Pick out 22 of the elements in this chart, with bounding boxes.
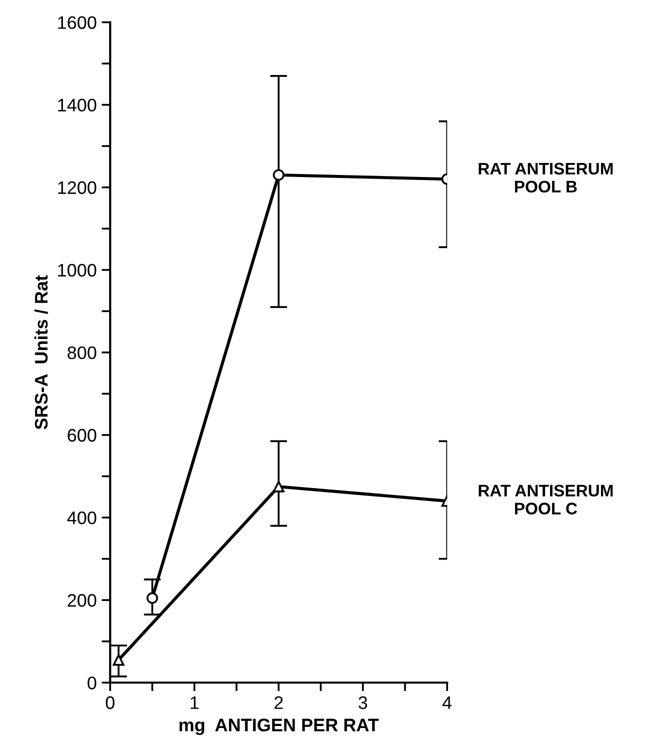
y-tick-label: 200 bbox=[68, 594, 96, 607]
x-tick-label: 3 bbox=[358, 696, 368, 710]
y-tick-label: 400 bbox=[67, 511, 96, 524]
point bbox=[272, 169, 284, 181]
y-tick-label: 800 bbox=[68, 346, 96, 360]
point bbox=[272, 480, 284, 492]
y-tick-label: 1000 bbox=[58, 264, 96, 277]
x-tick-label: 1 bbox=[190, 696, 199, 709]
y-tick-label: 1600 bbox=[58, 16, 96, 29]
point bbox=[146, 592, 158, 604]
series-label: RAT ANTISERUM POOL B bbox=[478, 162, 613, 193]
y-tick-label: 600 bbox=[68, 428, 96, 442]
x-tick-label: 4 bbox=[442, 696, 452, 709]
x-tick-label: 2 bbox=[274, 696, 283, 709]
y-tick-label: 1400 bbox=[58, 98, 96, 112]
y-tick-label: 1200 bbox=[58, 181, 96, 194]
x-tick-label: 0 bbox=[106, 696, 114, 710]
y-tick-label: 0 bbox=[88, 676, 96, 690]
point bbox=[112, 654, 124, 666]
y-axis-title: SRS-A Units / Rat bbox=[34, 275, 48, 430]
series-label: RAT ANTISERUM POOL C bbox=[478, 484, 613, 514]
x-axis-title: mg ANTIGEN PER RAT bbox=[180, 718, 379, 736]
